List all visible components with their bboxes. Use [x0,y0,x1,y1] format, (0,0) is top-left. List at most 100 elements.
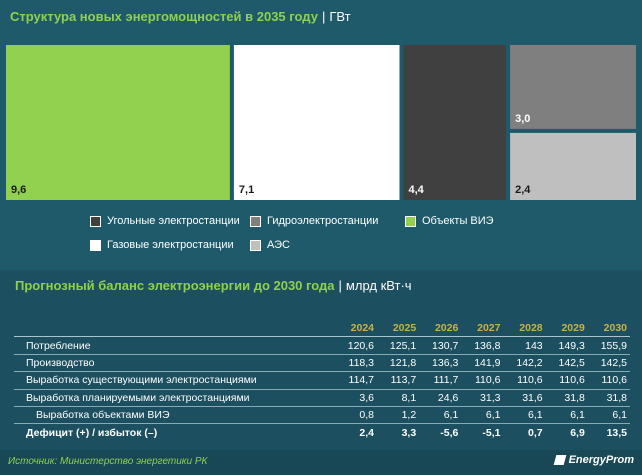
table-row: Выработка объектами ВИЭ 0,8 1,2 6,1 6,1 … [14,406,630,425]
row-label: Дефицит (+) / избыток (–) [26,426,158,439]
legend-swatch-hydro [250,215,261,227]
table-cell: 110,6 [587,371,630,390]
table-cell: 6,1 [503,406,546,425]
table-cell: 110,6 [503,371,546,390]
table-cell: 110,6 [461,371,504,390]
year-header: 2025 [377,320,420,338]
balance-title-text: Прогнозный баланс электроэнергии до 2030… [15,278,335,293]
table-cell: 8,1 [377,389,420,407]
legend-swatch-res [405,215,416,227]
table-cell: 2,4 [359,426,375,439]
legend-item-hydro: Гидроэлектростанции [250,215,378,227]
table-cell: 121,8 [377,354,420,373]
treemap-cell [510,132,636,200]
table-cell: 118,3 [334,354,378,373]
table-cell: 6,1 [419,406,462,425]
table-cell: 136,3 [419,354,462,373]
row-label: Выработка объектами ВИЭ [14,406,335,425]
title-separator: | [338,278,342,293]
table-cell: 31,8 [545,389,588,407]
treemap-value-label: 2,4 [515,184,531,196]
table-cell: 142,5 [587,354,630,373]
year-header: 2027 [461,320,504,338]
legend-swatch-gas [90,239,101,251]
treemap-value-label: 3,0 [515,113,530,125]
treemap-cell [6,45,230,200]
table-cell: 3,3 [401,426,417,439]
table-cell: 24,6 [419,389,462,407]
balance-unit: млрд кВт·ч [345,278,412,293]
table-cell: 6,1 [545,406,588,425]
table-cell: 31,6 [503,389,546,407]
legend-label-coal: Угольные электростанции [107,215,240,227]
table-header-row: 2024 2025 2026 2027 2028 2029 2030 [14,320,630,338]
table-row: Производство 118,3 121,8 136,3 141,9 142… [14,354,630,373]
legend-label-nuclear: АЭС [267,239,290,251]
table-cell: 141,9 [461,354,504,373]
table-cell: 3,6 [334,389,378,407]
table-row: Дефицит (+) / избыток (–) 2,4 3,3 -5,6 -… [14,424,630,441]
table-cell: -5,1 [482,426,501,439]
table-cell: -5,6 [440,426,459,439]
year-header: 2026 [419,320,462,338]
table-cell: 111,7 [419,371,462,390]
legend-label-res: Объекты ВИЭ [422,215,494,227]
treemap-value-label: 7,1 [239,184,254,196]
table-cell: 143 [503,336,546,355]
table-cell: 6,9 [570,426,585,439]
year-header: 2029 [545,320,588,338]
row-label: Потребление [14,336,335,355]
table-cell: 113,7 [377,371,420,390]
table-cell: 142,5 [545,354,588,373]
year-header: 2028 [503,320,546,338]
year-header: 2024 [334,320,378,338]
legend-item-res: Объекты ВИЭ [405,215,494,227]
treemap-value-label: 4,4 [409,184,425,196]
table-header-blank [14,320,335,338]
table-cell: 149,3 [545,336,588,355]
brand-logo: EnergyProm [553,454,634,466]
table-cell: 125,1 [377,336,420,355]
treemap-cell [403,45,507,200]
treemap-title-text: Структура новых энергомощностей в 2035 г… [10,9,318,24]
legend-item-gas: Газовые электростанции [90,239,234,251]
legend-item-nuclear: АЭС [250,239,290,251]
source-note: Источник: Министерство энергетики РК [8,456,208,467]
legend-swatch-coal [90,215,101,227]
table-cell: 142,2 [503,354,546,373]
table-cell: 1,2 [377,406,420,425]
table-cell: 155,9 [587,336,630,355]
treemap-chart: 9,6 7,1 4,4 3,0 2,4 [6,45,636,200]
table-cell: 0,8 [334,406,378,425]
row-label: Производство [14,354,335,373]
legend-swatch-nuclear [250,239,261,251]
treemap-cell [510,45,636,129]
treemap-value-label: 9,6 [11,184,26,196]
logo-mark-icon [553,455,566,465]
table-cell: 136,8 [461,336,504,355]
footer-bar [0,450,642,475]
table-cell: 110,6 [545,371,588,390]
treemap-unit: ГВт [329,9,351,24]
treemap-title: Структура новых энергомощностей в 2035 г… [10,9,351,24]
table-cell: 6,1 [587,406,630,425]
balance-title: Прогнозный баланс электроэнергии до 2030… [15,278,412,293]
row-label: Выработка планируемыми электростанциями [14,389,335,407]
row-label: Выработка существующими электростанциями [14,371,335,390]
table-cell: 31,8 [587,389,630,407]
legend-label-hydro: Гидроэлектростанции [267,215,379,227]
title-separator: | [321,9,326,24]
table-cell: 0,7 [528,426,543,439]
table-row: Выработка существующими электростанциями… [14,371,630,390]
legend-label-gas: Газовые электростанции [107,239,234,251]
table-cell: 31,3 [461,389,504,407]
table-cell: 13,5 [606,426,627,439]
table-cell: 114,7 [334,371,378,390]
table-cell: 130,7 [419,336,462,355]
balance-table: 2024 2025 2026 2027 2028 2029 2030 Потре… [14,320,630,441]
table-cell: 120,6 [334,336,378,355]
year-header: 2030 [587,320,630,338]
legend-item-coal: Угольные электростанции [90,215,240,227]
table-row: Потребление 120,6 125,1 130,7 136,8 143 … [14,336,630,355]
treemap-cell [233,45,400,200]
